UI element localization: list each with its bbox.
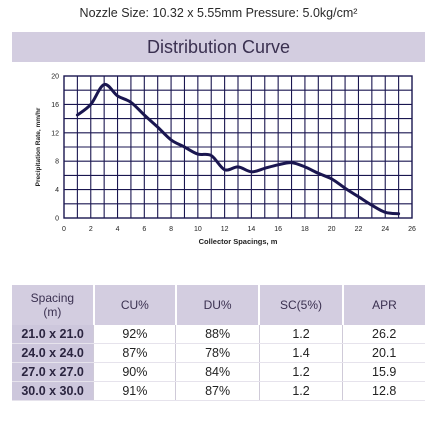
table-header-cell: Spacing (m) — [12, 285, 94, 325]
y-tick-label: 4 — [55, 187, 59, 194]
table-cell: 88% — [175, 325, 260, 344]
x-tick-label: 6 — [142, 226, 146, 233]
x-tick-label: 18 — [301, 226, 309, 233]
table-cell: 12.8 — [342, 381, 425, 401]
distribution-chart: 0 2 4 6 8 10 12 14 16 18 20 22 24 26 0 4 8 12 16 20 Collecto… — [12, 70, 425, 275]
x-tick-label: 26 — [408, 226, 416, 233]
table-body: 21.0 x 21.0 92% 88% 1.2 26.2 24.0 x 24.0 87% 78… — [12, 325, 425, 401]
table-cell: 91% — [93, 381, 176, 401]
y-tick-label: 8 — [55, 159, 59, 166]
table-cell: 1.4 — [258, 343, 343, 363]
y-axis-label: Precipitation Rate, mm/hr — [35, 107, 42, 186]
table-cell: 90% — [93, 362, 176, 382]
x-tick-label: 24 — [381, 226, 389, 233]
table-header-text: DU% — [203, 298, 232, 312]
x-tick-label: 10 — [194, 226, 202, 233]
table-cell: 87% — [175, 381, 260, 401]
spacing-cell: 24.0 x 24.0 — [12, 343, 94, 363]
spacing-cell: 30.0 x 30.0 — [12, 381, 94, 401]
table-cell: 87% — [93, 343, 176, 363]
table-cell: 78% — [175, 343, 260, 363]
table-header-cell: APR — [341, 285, 425, 325]
nozzle-pressure-subtitle: Nozzle Size: 10.32 x 5.55mm Pressure: 5.… — [79, 6, 358, 20]
x-tick-label: 4 — [116, 226, 120, 233]
table-cell: 92% — [93, 325, 176, 344]
x-tick-label: 22 — [355, 226, 363, 233]
x-tick-label: 20 — [328, 226, 336, 233]
table-header-row: Spacing (m) CU% DU% SC(5%) APR — [12, 285, 425, 325]
table-header-text: APR — [372, 298, 397, 312]
y-tick-label: 0 — [55, 216, 59, 223]
table-cell: 15.9 — [342, 362, 425, 382]
table-header-text: SC(5%) — [280, 298, 323, 312]
x-tick-label: 14 — [247, 226, 255, 233]
table-cell: 1.2 — [258, 325, 343, 344]
chart-title: Distribution Curve — [146, 37, 291, 57]
x-tick-label: 12 — [221, 226, 229, 233]
spacing-table-wrap: Spacing (m) CU% DU% SC(5%) APR 21.0 x 21.0 92%… — [12, 285, 425, 401]
table-header-cell: SC(5%) — [258, 285, 343, 325]
chart-title-bar: Distribution Curve — [12, 32, 425, 62]
x-tick-label: 0 — [62, 226, 66, 233]
spacing-cell: 21.0 x 21.0 — [12, 325, 94, 344]
table-header-text: (m) — [43, 305, 62, 319]
table-cell: 84% — [175, 362, 260, 382]
y-tick-label: 20 — [51, 74, 59, 81]
table-header-cell: CU% — [92, 285, 176, 325]
table-header-text: CU% — [120, 298, 149, 312]
table-row: 30.0 x 30.0 91% 87% 1.2 12.8 — [12, 381, 425, 401]
table-cell: 26.2 — [342, 325, 425, 344]
table-row: 21.0 x 21.0 92% 88% 1.2 26.2 — [12, 325, 425, 344]
table-row: 27.0 x 27.0 90% 84% 1.2 15.9 — [12, 362, 425, 382]
table-cell: 20.1 — [342, 343, 425, 363]
x-tick-label: 8 — [169, 226, 173, 233]
table-header-text: Spacing — [30, 291, 75, 305]
distribution-chart-svg: 0 2 4 6 8 10 12 14 16 18 20 22 24 26048121620Collecto… — [35, 74, 416, 247]
x-tick-label: 2 — [89, 226, 93, 233]
y-tick-label: 16 — [51, 102, 59, 109]
spacing-cell: 27.0 x 27.0 — [12, 362, 94, 382]
table-cell: 1.2 — [258, 362, 343, 382]
x-axis-label: Collector Spacings, m — [199, 237, 278, 246]
spacing-performance-table: Spacing (m) CU% DU% SC(5%) APR 21.0 x 21.0 92%… — [12, 285, 425, 401]
y-tick-label: 12 — [51, 130, 59, 137]
distribution-curve-line — [75, 82, 401, 216]
table-header-cell: DU% — [174, 285, 260, 325]
x-tick-label: 16 — [274, 226, 282, 233]
table-cell: 1.2 — [258, 381, 343, 401]
table-row: 24.0 x 24.0 87% 78% 1.4 20.1 — [12, 343, 425, 363]
